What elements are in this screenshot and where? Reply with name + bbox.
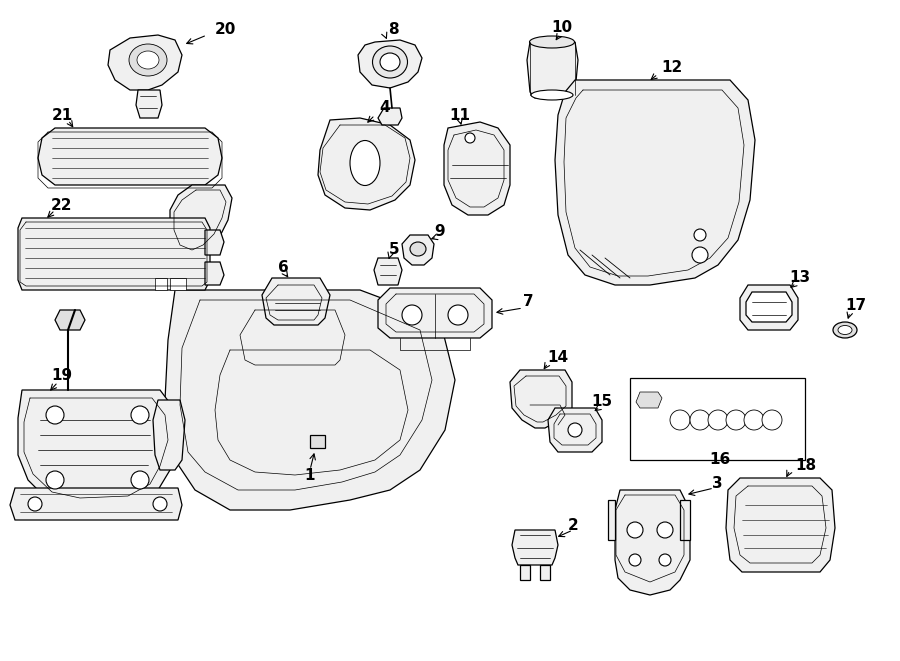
Circle shape xyxy=(726,410,746,430)
Polygon shape xyxy=(153,400,185,470)
Circle shape xyxy=(670,410,690,430)
Circle shape xyxy=(659,554,671,566)
Circle shape xyxy=(657,522,673,538)
Polygon shape xyxy=(378,108,402,125)
Polygon shape xyxy=(740,285,798,330)
Polygon shape xyxy=(262,278,330,325)
Text: 6: 6 xyxy=(277,260,288,276)
Polygon shape xyxy=(548,408,602,452)
Ellipse shape xyxy=(410,242,426,256)
Text: 12: 12 xyxy=(662,61,682,75)
Polygon shape xyxy=(205,262,224,285)
Bar xyxy=(155,278,167,290)
Bar xyxy=(170,278,186,290)
Circle shape xyxy=(690,410,710,430)
Circle shape xyxy=(692,247,708,263)
Ellipse shape xyxy=(137,51,159,69)
Text: 21: 21 xyxy=(51,108,73,122)
Polygon shape xyxy=(374,258,402,285)
Text: 11: 11 xyxy=(449,108,471,122)
Polygon shape xyxy=(746,292,792,322)
Polygon shape xyxy=(136,90,162,118)
Polygon shape xyxy=(540,565,550,580)
Ellipse shape xyxy=(531,90,573,100)
Polygon shape xyxy=(205,230,224,255)
Polygon shape xyxy=(512,530,558,565)
Ellipse shape xyxy=(380,53,400,71)
Text: 3: 3 xyxy=(712,475,723,490)
Circle shape xyxy=(131,471,149,489)
Circle shape xyxy=(153,497,167,511)
Ellipse shape xyxy=(373,46,408,78)
Ellipse shape xyxy=(838,325,852,334)
Polygon shape xyxy=(165,290,455,510)
Text: 8: 8 xyxy=(388,22,399,38)
Polygon shape xyxy=(680,500,690,540)
Polygon shape xyxy=(402,235,434,265)
Circle shape xyxy=(131,406,149,424)
Polygon shape xyxy=(378,288,492,338)
Polygon shape xyxy=(615,490,690,595)
Polygon shape xyxy=(55,310,85,330)
Circle shape xyxy=(568,423,582,437)
Text: 13: 13 xyxy=(789,270,811,286)
Circle shape xyxy=(402,305,422,325)
Text: 19: 19 xyxy=(51,368,73,383)
Polygon shape xyxy=(318,118,415,210)
Text: 7: 7 xyxy=(523,295,534,309)
Polygon shape xyxy=(510,370,572,428)
Bar xyxy=(630,378,805,460)
Text: 4: 4 xyxy=(380,100,391,116)
Text: 18: 18 xyxy=(796,457,816,473)
Ellipse shape xyxy=(529,36,574,48)
Text: 20: 20 xyxy=(214,22,236,38)
Polygon shape xyxy=(520,565,530,580)
Text: 14: 14 xyxy=(547,350,569,366)
Circle shape xyxy=(744,410,764,430)
Polygon shape xyxy=(444,122,510,215)
Text: 16: 16 xyxy=(709,453,731,467)
Polygon shape xyxy=(636,392,662,408)
Text: 15: 15 xyxy=(591,395,613,410)
Text: 10: 10 xyxy=(552,20,572,36)
Circle shape xyxy=(465,133,475,143)
Polygon shape xyxy=(108,35,182,90)
Ellipse shape xyxy=(129,44,167,76)
Ellipse shape xyxy=(350,141,380,186)
Text: 1: 1 xyxy=(305,467,315,483)
Circle shape xyxy=(627,522,643,538)
Circle shape xyxy=(629,554,641,566)
Text: 5: 5 xyxy=(389,243,400,258)
Text: 17: 17 xyxy=(845,297,867,313)
Text: 9: 9 xyxy=(435,225,446,239)
Circle shape xyxy=(694,229,706,241)
Circle shape xyxy=(708,410,728,430)
Circle shape xyxy=(762,410,782,430)
Polygon shape xyxy=(358,40,422,88)
Polygon shape xyxy=(608,500,615,540)
Circle shape xyxy=(46,406,64,424)
Polygon shape xyxy=(527,42,578,98)
Circle shape xyxy=(46,471,64,489)
Polygon shape xyxy=(726,478,835,572)
Text: 2: 2 xyxy=(568,518,579,533)
Text: 22: 22 xyxy=(51,198,73,212)
Polygon shape xyxy=(38,128,222,185)
Polygon shape xyxy=(10,488,182,520)
Polygon shape xyxy=(18,218,210,290)
Polygon shape xyxy=(170,185,232,258)
Polygon shape xyxy=(310,435,325,448)
Circle shape xyxy=(28,497,42,511)
Polygon shape xyxy=(555,80,755,285)
Ellipse shape xyxy=(833,322,857,338)
Polygon shape xyxy=(18,390,178,508)
Circle shape xyxy=(448,305,468,325)
